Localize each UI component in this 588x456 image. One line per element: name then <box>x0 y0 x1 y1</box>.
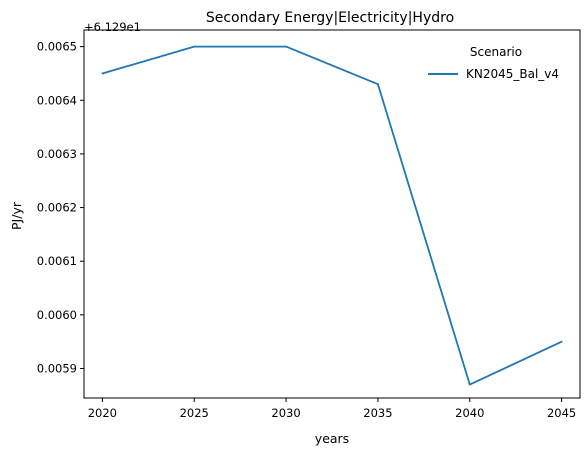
x-axis: 2020 2025 2030 2035 2040 2045 <box>88 398 576 420</box>
data-point <box>193 45 196 48</box>
data-point <box>285 45 287 48</box>
data-point <box>468 383 471 386</box>
x-tick-label: 2045 <box>547 406 576 420</box>
y-tick-label: 0.0063 <box>37 147 77 161</box>
y-tick-label: 0.0061 <box>37 254 77 268</box>
x-axis-label: years <box>315 431 349 446</box>
y-tick-label: 0.0060 <box>37 308 77 322</box>
y-axis: 0.0059 0.0060 0.0061 0.0062 0.0063 0.0064 0.00… <box>37 40 84 375</box>
legend: Scenario KN2045_Bal_v4 <box>428 45 559 81</box>
y-tick-label: 0.0062 <box>37 201 77 215</box>
data-point <box>560 340 563 343</box>
x-tick-label: 2020 <box>88 406 117 420</box>
legend-title: Scenario <box>470 45 522 59</box>
y-tick-label: 0.0064 <box>37 93 77 107</box>
data-point <box>377 83 379 86</box>
offset-text: +6.129e1 <box>84 20 141 34</box>
legend-label-kn2045-bal-v4: KN2045_Bal_v4 <box>466 67 559 81</box>
y-tick-label: 0.0065 <box>37 40 77 54</box>
x-tick-label: 2035 <box>363 406 392 420</box>
x-tick-label: 2025 <box>180 406 209 420</box>
chart-title: Secondary Energy|Electricity|Hydro <box>206 10 454 26</box>
x-tick-label: 2030 <box>271 406 300 420</box>
y-axis-label: PJ/yr <box>9 201 24 230</box>
data-point <box>101 72 104 75</box>
series-layer <box>101 45 563 386</box>
x-tick-label: 2040 <box>455 406 484 420</box>
series-line-kn2045-bal-v4 <box>102 45 562 386</box>
plot-frame <box>83 29 581 399</box>
y-tick-label: 0.0059 <box>37 361 77 375</box>
plot-area: 0.0059 0.0060 0.0061 0.0062 0.0063 0.0064 0.00… <box>37 29 581 420</box>
